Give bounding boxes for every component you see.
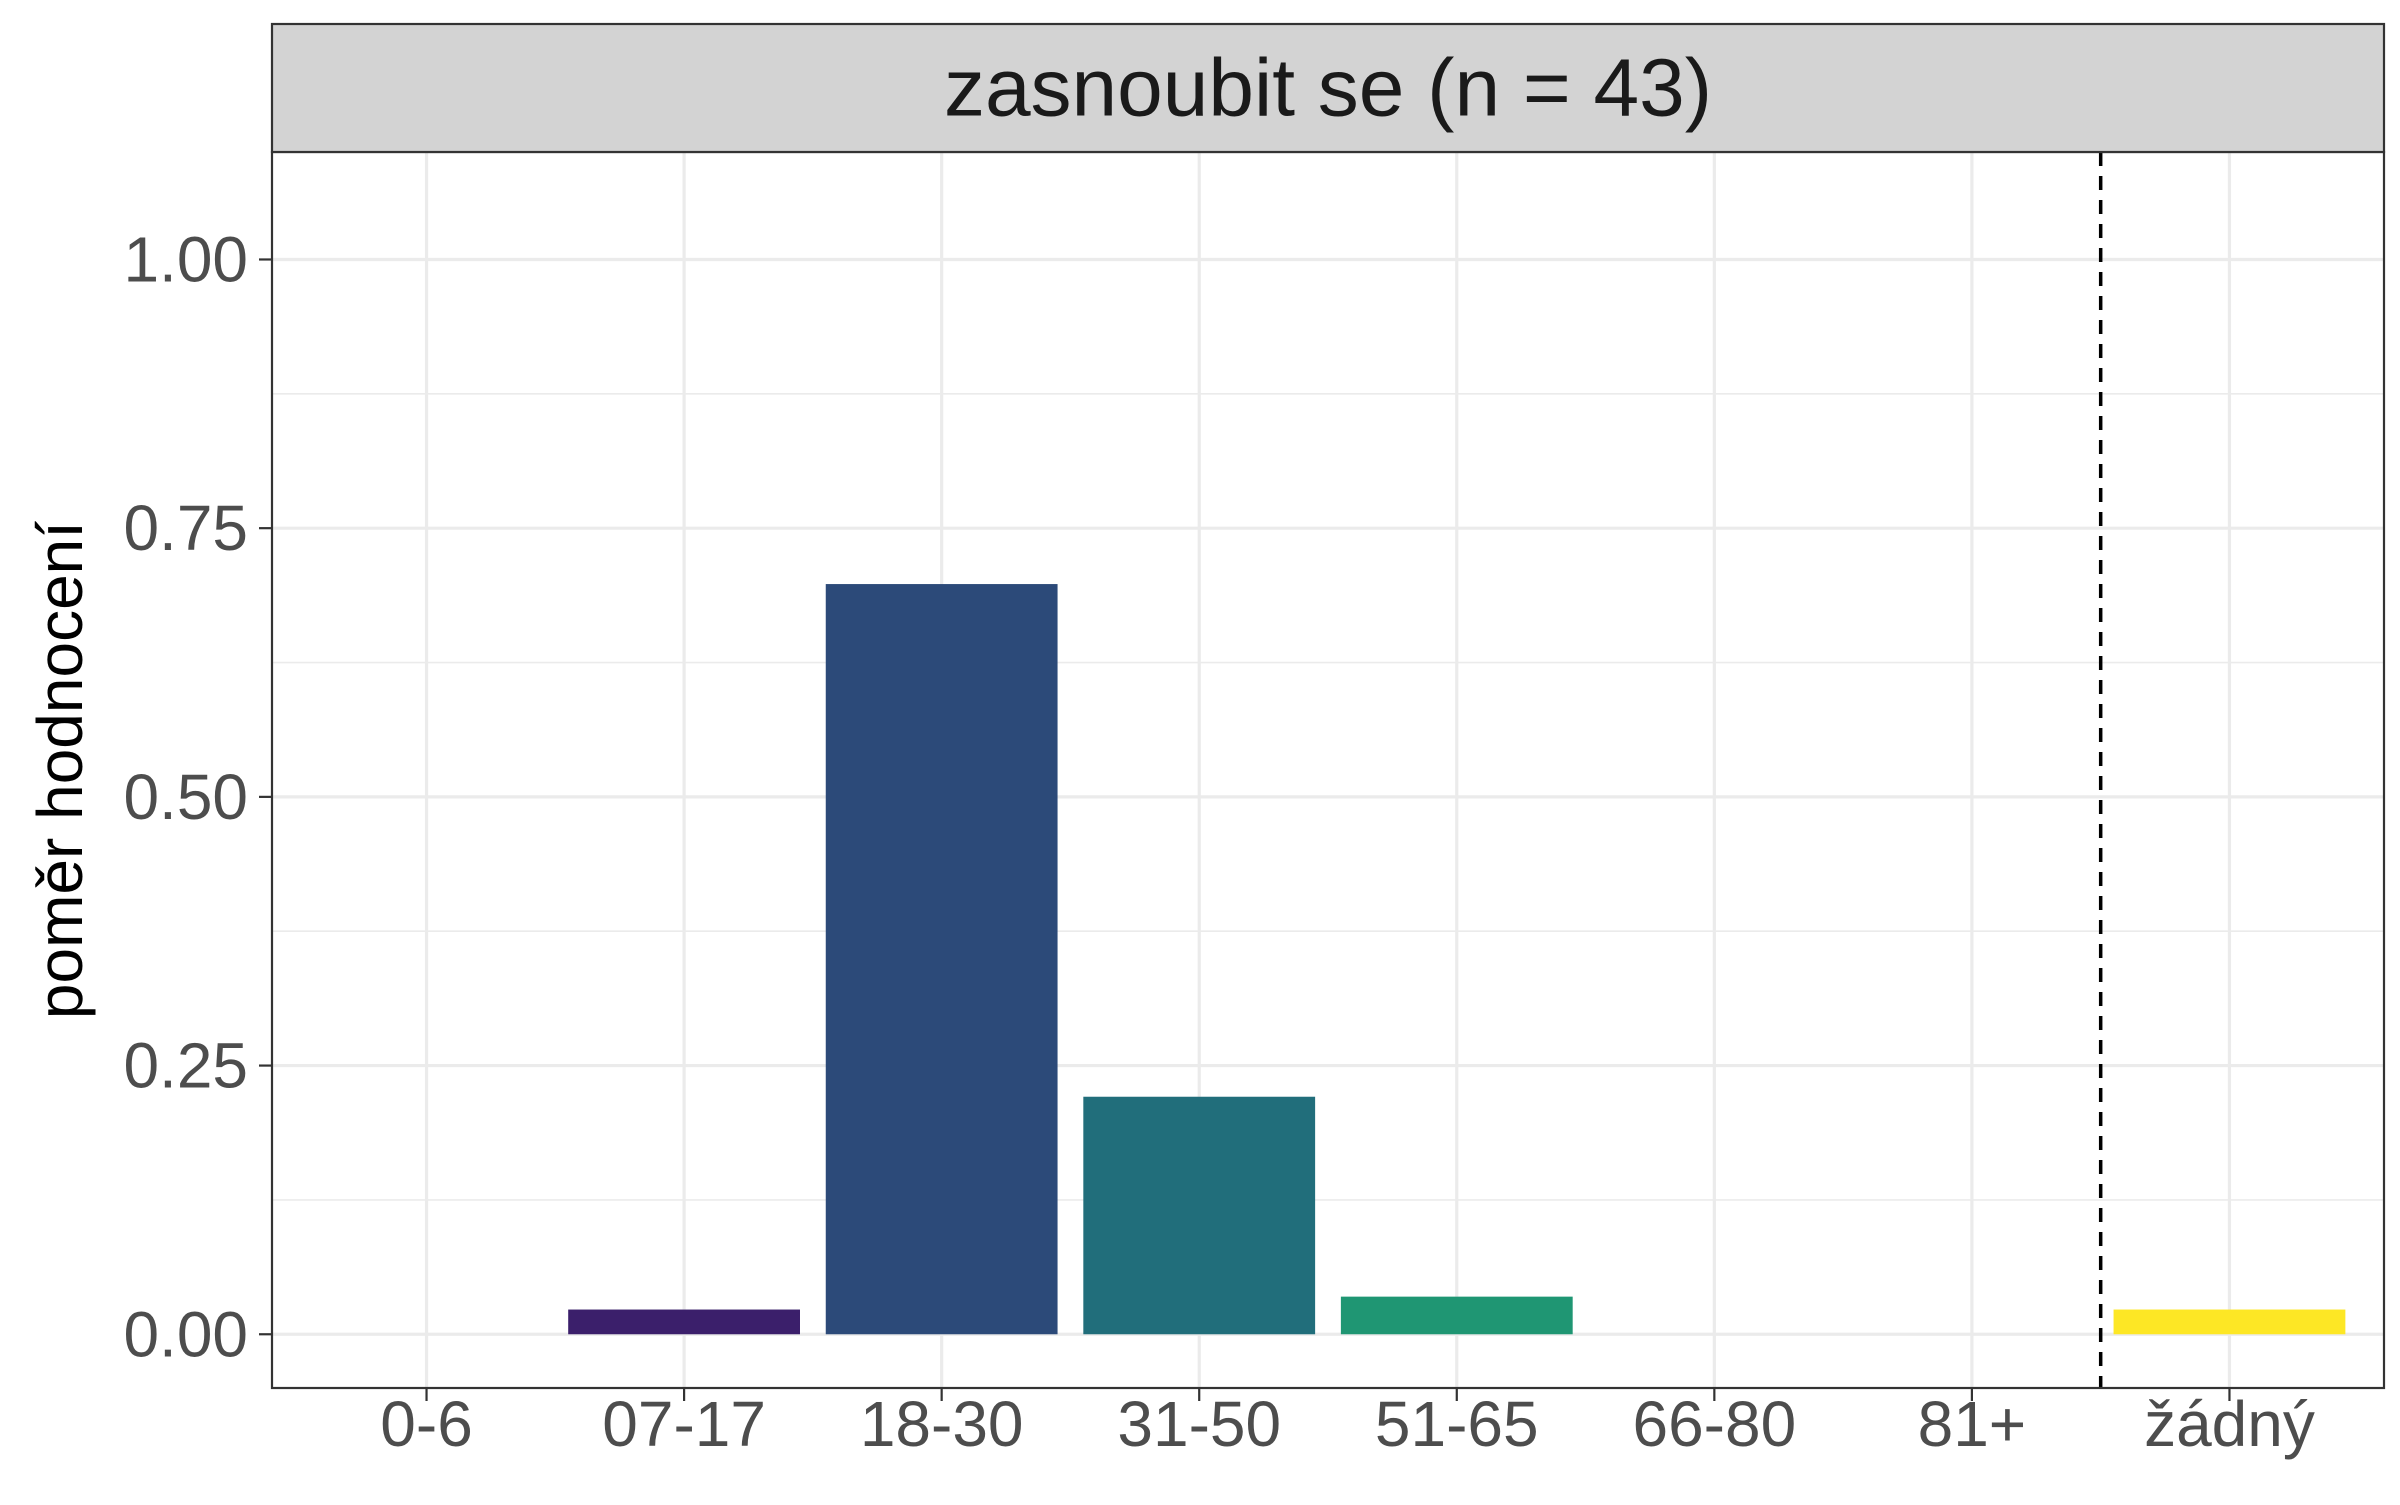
bars [568,584,2346,1335]
panel-background [272,152,2384,1388]
y-tick-label: 0.50 [123,761,248,833]
x-tick-label: 31-50 [1117,1388,1281,1460]
bar-51-65 [1340,1296,1573,1335]
x-tick-label: 07-17 [602,1388,766,1460]
x-tick-label: 81+ [1918,1388,2027,1460]
grid-lines [272,152,2384,1388]
bar-31-50 [1083,1096,1316,1335]
y-tick-label: 0.00 [123,1298,248,1370]
facet-title: zasnoubit se (n = 43) [944,43,1712,134]
y-tick-label: 0.25 [123,1030,248,1102]
x-tick-label: 0-6 [380,1388,473,1460]
y-axis-label: poměr hodnocení [24,521,96,1019]
x-tick-label: 18-30 [860,1388,1024,1460]
x-tick-label: 51-65 [1375,1388,1539,1460]
y-axis-ticks: 0.00 0.25 0.50 0.75 1.00 [123,223,272,1370]
x-tick-label: žádný [2144,1388,2315,1460]
bar-07-17 [568,1309,800,1335]
facet-strip-background [270,22,2386,154]
x-axis-ticks: 0-6 07-17 18-30 31-50 51-65 66-80 81+ žádný [380,1388,2315,1460]
y-tick-label: 0.75 [123,492,248,564]
x-tick-label: 66-80 [1632,1388,1796,1460]
bar-žádný [2113,1309,2346,1335]
facet-strip: zasnoubit se (n = 43) [270,22,2386,154]
bar-18-30 [825,584,1058,1335]
y-tick-label: 1.00 [123,223,248,295]
